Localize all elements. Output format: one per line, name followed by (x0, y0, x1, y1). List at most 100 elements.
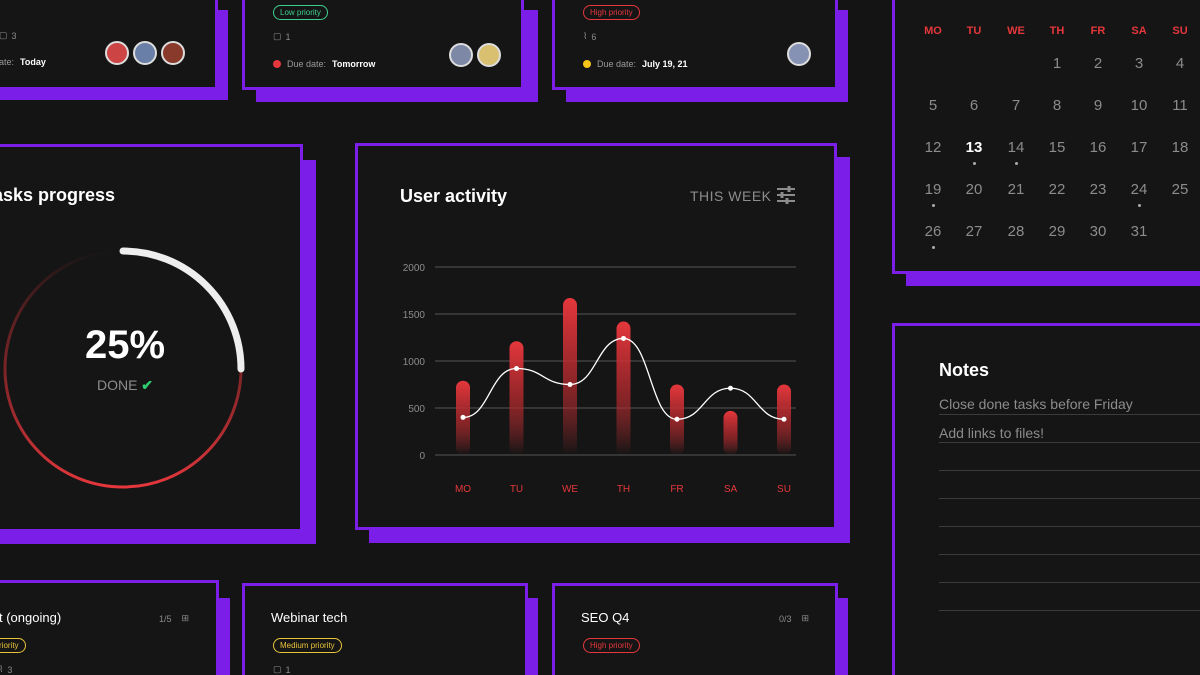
note-line (939, 470, 1200, 471)
calendar-day[interactable]: 2 (1093, 55, 1103, 72)
line-point (621, 335, 626, 341)
subtask-count: 1/5 ⊞ (159, 613, 190, 624)
priority-badge: Low priority (273, 5, 328, 20)
note-item[interactable]: Add links to files! (939, 425, 1045, 441)
activity-title: User activity (400, 186, 508, 206)
line-point (514, 366, 519, 372)
calendar-day[interactable]: 24 (1130, 181, 1148, 198)
note-line (939, 498, 1200, 499)
avatar[interactable] (161, 41, 185, 65)
y-tick-label: 2000 (403, 263, 426, 274)
task-card-1[interactable]: ▢ 3 ate: Today (0, 0, 230, 100)
line-point (781, 416, 787, 422)
calendar-day[interactable]: 4 (1175, 55, 1185, 72)
calendar-day[interactable]: 13 (965, 139, 983, 156)
calendar-day[interactable]: 18 (1171, 139, 1189, 156)
status-dot (583, 60, 591, 68)
comment-count: ▢ 1 (273, 31, 291, 42)
calendar-day[interactable]: 15 (1048, 139, 1066, 156)
check-icon: ✔ (141, 377, 154, 393)
line-point (460, 414, 466, 420)
calendar-day[interactable]: 10 (1130, 97, 1148, 114)
assignee-avatars (449, 43, 501, 67)
task-card-6[interactable]: SEO Q4 0/3 ⊞ High priority (550, 580, 850, 675)
calendar-day[interactable]: 30 (1089, 223, 1107, 240)
paperclip-icon: ⌇ (583, 31, 588, 41)
calendar-day[interactable]: 8 (1052, 97, 1062, 114)
calendar-day[interactable]: 12 (924, 139, 942, 156)
calendar-day[interactable]: 5 (928, 97, 938, 114)
chart-bar (509, 341, 524, 455)
task-card-3[interactable]: High priority ⌇ 6 Due date: July 19, 21 (550, 0, 850, 102)
calendar-day[interactable]: 14 (1007, 139, 1025, 156)
calendar-day[interactable]: 21 (1007, 181, 1025, 198)
calendar-day[interactable]: 27 (965, 223, 983, 240)
comment-count: ▢ 1 (273, 664, 291, 675)
task-card-2[interactable]: Low priority ▢ 1 Due date: Tomorrow (240, 0, 540, 102)
progress-ring (3, 247, 245, 489)
avatar[interactable] (477, 43, 501, 67)
event-dot (932, 204, 935, 207)
assignee-avatars (105, 41, 185, 65)
period-selector[interactable]: THIS WEEK (690, 188, 772, 204)
calendar-day[interactable]: 31 (1130, 223, 1148, 240)
x-tick-label: TU (510, 484, 523, 495)
weekday-label: SU (1172, 25, 1188, 37)
priority-badge: riority (0, 638, 26, 653)
comment-count: ⌇ 3 (0, 664, 13, 675)
y-tick-label: 0 (419, 451, 425, 462)
note-item[interactable]: Close done tasks before Friday (939, 396, 1133, 412)
calendar-day[interactable]: 1 (1052, 55, 1062, 72)
weekday-label: TH (1049, 25, 1065, 37)
y-tick-label: 500 (408, 404, 425, 415)
due-date: ate: Today (0, 57, 46, 67)
x-tick-label: SA (724, 484, 738, 495)
note-line (939, 610, 1200, 611)
calendar-day[interactable]: 23 (1089, 181, 1107, 198)
due-date: Due date: July 19, 21 (583, 59, 688, 69)
calendar-day[interactable]: 28 (1007, 223, 1025, 240)
attachment-count: ⌇ 6 (583, 31, 597, 42)
task-card-4[interactable]: t (ongoing) 1/5 ⊞ riority ⌇ 3 (0, 580, 232, 675)
chart-bar (563, 298, 577, 455)
calendar-day[interactable]: 25 (1171, 181, 1189, 198)
avatar[interactable] (105, 41, 129, 65)
calendar-day[interactable]: 26 (924, 223, 942, 240)
note-line (939, 526, 1200, 527)
task-card-5[interactable]: Webinar tech Medium priority ▢ 1 (240, 580, 540, 675)
y-tick-label: 1000 (403, 357, 426, 368)
weekday-label: WE (1007, 25, 1025, 37)
avatar[interactable] (133, 41, 157, 65)
priority-badge: Medium priority (273, 638, 342, 653)
event-dot (1015, 162, 1018, 165)
comment-icon: ▢ (273, 664, 282, 674)
calendar-day[interactable]: 19 (924, 181, 942, 198)
calendar-day[interactable]: 3 (1134, 55, 1144, 72)
x-tick-label: WE (562, 484, 578, 495)
calendar-day[interactable]: 7 (1011, 97, 1021, 114)
notes-card: Notes Close done tasks before Friday Add… (890, 323, 1200, 675)
line-point (674, 416, 680, 422)
avatar[interactable] (787, 42, 811, 66)
x-tick-label: MO (455, 484, 471, 495)
weekday-label: TU (966, 25, 982, 37)
calendar-day[interactable]: 29 (1048, 223, 1066, 240)
comment-count: ▢ 3 (0, 30, 17, 41)
calendar-day[interactable]: 22 (1048, 181, 1066, 198)
calendar-day[interactable]: 11 (1172, 97, 1188, 114)
sliders-icon[interactable] (776, 186, 796, 204)
progress-percent: 25% (84, 323, 166, 367)
y-tick-label: 1500 (403, 310, 426, 321)
tasks-progress-card: asks progress 25% DONE ✔ (0, 140, 320, 545)
calendar-day[interactable]: 6 (969, 97, 979, 114)
calendar-card: MO TU WE TH FR SA SU 1 2 3 4 5 6 7 8 9 10 11 12 13 14 15 16 17 1… (890, 0, 1200, 286)
calendar-day[interactable]: 16 (1089, 139, 1107, 156)
assignee-avatars (787, 42, 811, 66)
calendar-day[interactable]: 20 (965, 181, 983, 198)
calendar-day[interactable]: 17 (1130, 139, 1148, 156)
chart-bar (616, 321, 631, 455)
avatar[interactable] (449, 43, 473, 67)
activity-chart: 2000 1500 1000 500 0 MO TU WE TH FR SA SU (403, 263, 796, 495)
calendar-day[interactable]: 9 (1093, 97, 1103, 114)
weekday-label: FR (1090, 25, 1106, 37)
